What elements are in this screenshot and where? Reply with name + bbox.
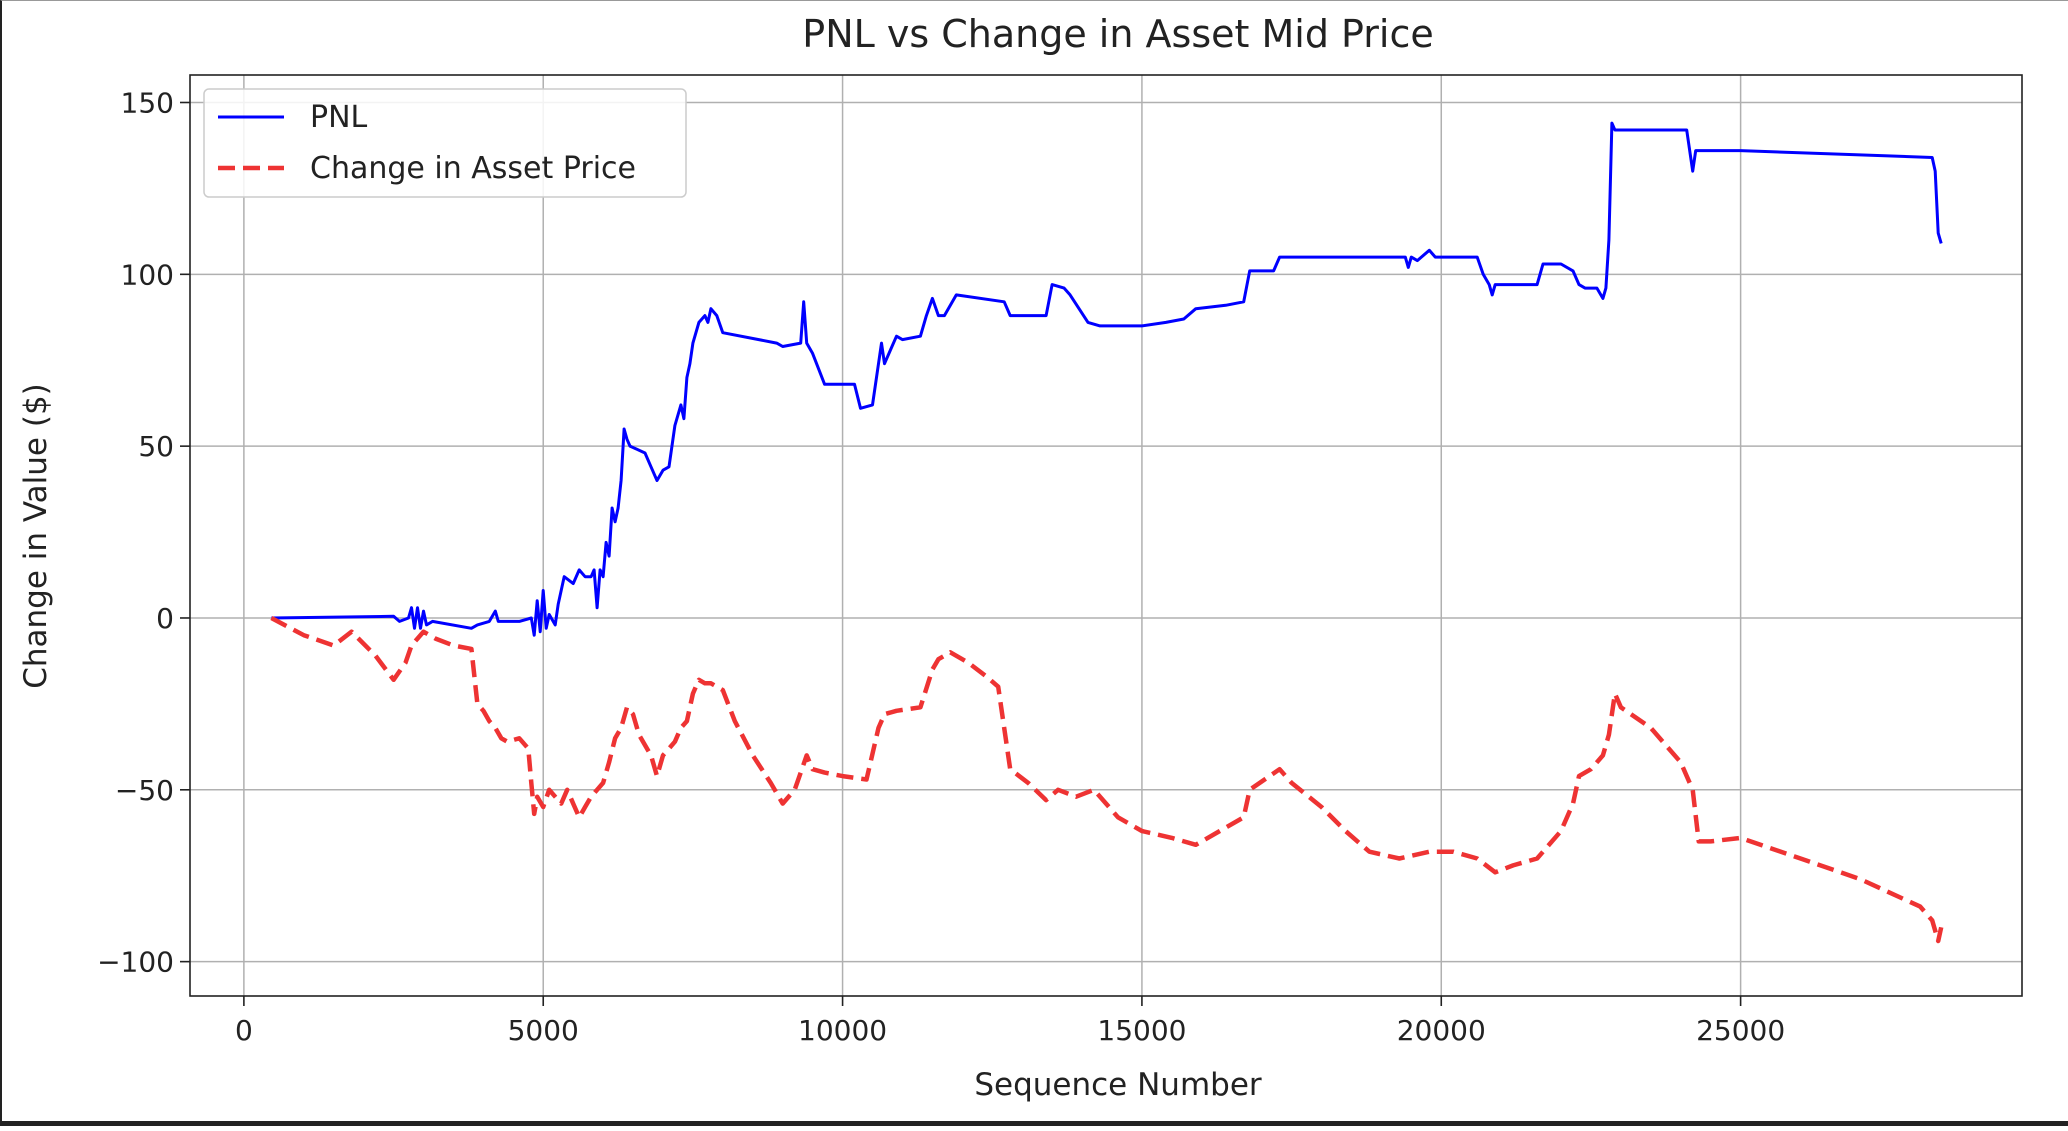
x-axis-label: Sequence Number (974, 1067, 1262, 1103)
x-tick-label: 20000 (1397, 1014, 1486, 1047)
legend-label: PNL (310, 100, 368, 135)
y-tick-label: 50 (138, 430, 174, 463)
series-line-pnl (271, 121, 1943, 637)
plot-frame (189, 74, 2023, 997)
y-tick-label: −50 (115, 774, 174, 807)
series-line-asset-price-change (270, 616, 1944, 944)
series-layer (270, 121, 1944, 944)
legend-box (203, 88, 687, 198)
y-axis-label: Change in Value ($) (18, 383, 54, 689)
chart-title: PNL vs Change in Asset Mid Price (802, 12, 1433, 56)
x-tick-label: 10000 (798, 1014, 887, 1047)
x-tick-label: 15000 (1097, 1014, 1186, 1047)
x-tick-label: 25000 (1696, 1014, 1785, 1047)
window-bottom-edge (0, 1121, 2068, 1126)
y-tick-label: 0 (156, 602, 174, 635)
y-tick-label: 100 (121, 258, 174, 291)
legend-label: Change in Asset Price (310, 151, 636, 186)
x-tick-label: 5000 (508, 1014, 579, 1047)
ticks-layer: 0 5000 10000 15000 20000 25000 −100 −50 0 50 100 15… (97, 86, 1785, 1047)
legend: PNL Change in Asset Price (203, 88, 687, 198)
y-tick-label: 150 (121, 86, 174, 119)
grid-layer (190, 75, 2022, 996)
y-tick-label: −100 (97, 946, 174, 979)
x-tick-label: 0 (235, 1014, 253, 1047)
